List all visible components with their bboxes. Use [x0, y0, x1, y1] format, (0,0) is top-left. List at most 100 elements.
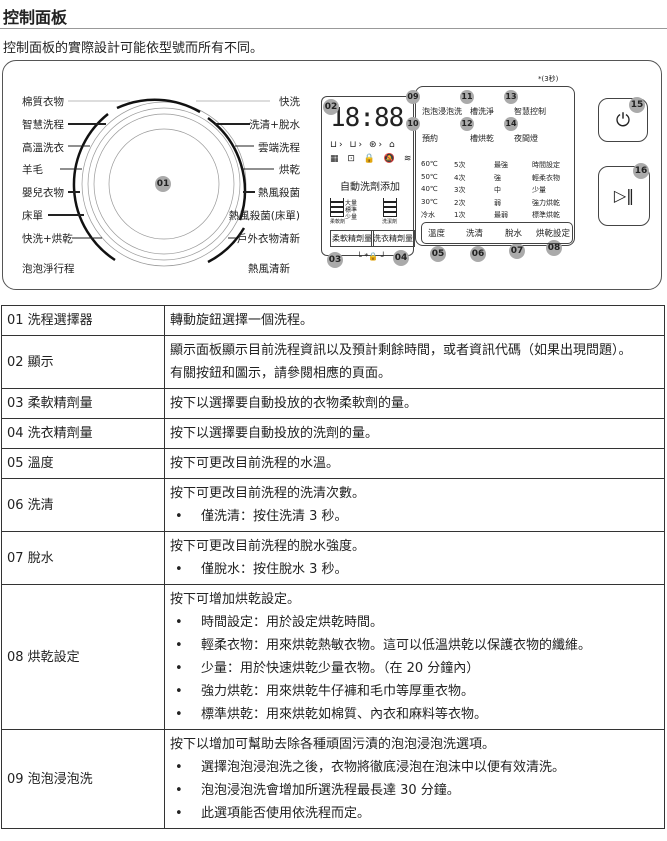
- dose-small: 少量: [345, 214, 358, 221]
- callout-14: 14: [504, 117, 518, 131]
- option-14[interactable]: 夜間燈: [514, 134, 538, 143]
- option-10[interactable]: 預約: [422, 134, 438, 143]
- table-row: 09 泡泡浸泡洗按下以增加可幫助去除各種頑固污漬的泡泡浸泡洗選項。選擇泡泡浸泡洗…: [1, 729, 665, 829]
- hold-note: *(3秒): [538, 75, 559, 83]
- power-icon: ⏻: [615, 110, 631, 131]
- setting-temps: 60℃: [421, 160, 438, 168]
- description-text: 按下可更改目前洗程的水溫。: [170, 456, 340, 471]
- table-row: 05 溫度 按下可更改目前洗程的水溫。: [1, 448, 665, 479]
- option-09[interactable]: 泡泡浸泡洗: [422, 107, 462, 116]
- dial-program-label[interactable]: 快洗: [279, 96, 300, 108]
- description-text: 按下可增加烘乾設定。: [170, 592, 301, 607]
- table-row: 04 洗衣精劑量 按下以選擇要自動投放的洗劑的量。: [1, 418, 665, 449]
- description-text: 按下以增加可幫助去除各種頑固污漬的泡泡浸泡洗選項。: [170, 737, 496, 752]
- setting-spins: 最強: [494, 161, 508, 169]
- button-烘乾設定[interactable]: 烘乾設定: [536, 229, 571, 239]
- button-溫度[interactable]: 溫度: [428, 229, 446, 239]
- setting-temps: 50℃: [421, 172, 438, 181]
- table-key: 05 溫度: [1, 448, 165, 479]
- callout-05: 05: [430, 246, 446, 262]
- option-13[interactable]: 智慧控制: [514, 107, 546, 116]
- setting-rinses: 4次: [454, 173, 466, 182]
- description-text: 按下可更改目前洗程的洗清次數。: [170, 486, 366, 501]
- callout-07: 07: [509, 243, 525, 259]
- callout-09: 09: [406, 90, 420, 104]
- dial-program-label[interactable]: 洗清+脫水: [249, 119, 300, 131]
- softener-dose-button[interactable]: 柔軟精劑量: [330, 230, 374, 247]
- callout-03: 03: [327, 252, 343, 268]
- setting-dry: 輕柔衣物: [532, 173, 560, 182]
- callout-06: 06: [470, 246, 486, 262]
- detergent-small-label: 洗潔劑: [382, 219, 398, 225]
- dial-program-label[interactable]: 戶外衣物清新: [237, 233, 300, 245]
- button-洗清[interactable]: 洗清: [466, 229, 484, 239]
- description-text: 有關按鈕和圖示，請參閱相應的頁面。: [170, 366, 392, 381]
- setting-spins: 中: [494, 186, 501, 194]
- dial-program-label[interactable]: 智慧洗程: [22, 119, 64, 131]
- bullet-item: 選擇泡泡浸泡洗之後，衣物將徹底浸泡在泡沫中以便有效清洗。: [170, 756, 659, 779]
- setting-temps: 冷水: [421, 211, 435, 219]
- softener-small-label: 柔軟劑: [330, 219, 346, 225]
- description-text: 顯示面板顯示目前洗程資訊以及預計剩餘時間，或者資訊代碼（如果出現問題）。: [170, 343, 632, 358]
- divider: [0, 28, 667, 29]
- setting-rinses: 3次: [454, 186, 466, 194]
- table-key: 01 洗程選擇器: [1, 305, 165, 336]
- dial-graphic: [48, 98, 274, 267]
- table-description: 按下以選擇要自動投放的衣物柔軟劑的量。: [164, 388, 665, 419]
- dial-program-label[interactable]: 熱風殺菌(床單): [228, 210, 300, 222]
- table-key: 03 柔軟精劑量: [1, 388, 165, 419]
- table-row: 08 烘乾設定按下可增加烘乾設定。時間設定：用於設定烘乾時間。輕柔衣物：用來烘乾…: [1, 584, 665, 730]
- dial-program-label[interactable]: 高溫洗衣: [22, 142, 64, 154]
- dial-program-label[interactable]: 雲端洗程: [258, 142, 300, 154]
- control-panel-diagram: [2, 60, 662, 290]
- table-key: 08 烘乾設定: [1, 584, 165, 730]
- status-icons: ⊔› ⊔› ⊛› ⌂: [330, 140, 397, 150]
- dose-large: 大量: [345, 200, 358, 207]
- dial-program-label[interactable]: 熱風殺菌: [258, 187, 300, 199]
- table-key: 09 泡泡浸泡洗: [1, 729, 165, 829]
- display-panel: [321, 96, 414, 256]
- table-description: 按下以增加可幫助去除各種頑固污漬的泡泡浸泡洗選項。選擇泡泡浸泡洗之後，衣物將徹底…: [164, 729, 665, 829]
- dial-program-label[interactable]: 快洗+烘乾: [22, 233, 73, 245]
- setting-spins: 最弱: [494, 211, 508, 219]
- dial-program-label[interactable]: 嬰兒衣物: [22, 187, 64, 199]
- bullet-item: 強力烘乾：用來烘乾牛仔褲和毛巾等厚重衣物。: [170, 680, 659, 703]
- option-11[interactable]: 槽洗淨: [470, 107, 494, 116]
- option-12[interactable]: 槽烘乾: [470, 134, 494, 143]
- dial-program-label[interactable]: 烘乾: [279, 164, 300, 176]
- options-panel: [415, 86, 575, 246]
- bullet-item: 泡泡浸泡洗會增加所選洗程最長達 30 分鐘。: [170, 779, 659, 802]
- callout-11: 11: [460, 90, 474, 104]
- bullet-item: 僅脫水：按住脫水 3 秒。: [170, 558, 659, 581]
- start-pause-button[interactable]: ▷‖: [598, 166, 650, 226]
- dial-program-label[interactable]: 棉質衣物: [22, 96, 64, 108]
- softener-level-icon: [330, 198, 344, 217]
- description-text: 按下以選擇要自動投放的衣物柔軟劑的量。: [170, 396, 418, 411]
- callout-02: 02: [323, 99, 339, 115]
- play-pause-icon: ▷‖: [613, 186, 635, 205]
- callout-12: 12: [460, 117, 474, 131]
- bubble-program-label: 泡泡淨行程: [22, 263, 75, 275]
- detergent-level-icon: [383, 198, 397, 217]
- bullet-item: 時間設定：用於設定烘乾時間。: [170, 611, 659, 634]
- function-icons: ▦ ⊡ 🔒 🔕 ≋: [330, 154, 415, 164]
- auto-detergent-label: 自動洗劑添加: [340, 182, 400, 193]
- dial-program-label[interactable]: 羊毛: [22, 164, 43, 176]
- table-row: 02 顯示 顯示面板顯示目前洗程資訊以及預計剩餘時間，或者資訊代碼（如果出現問題）…: [1, 335, 665, 389]
- dial-program-label[interactable]: 床單: [22, 210, 43, 222]
- callout-16: 16: [633, 163, 649, 179]
- button-脫水[interactable]: 脫水: [505, 229, 523, 239]
- child-lock-hint: └ *🔒 ┘: [357, 252, 386, 261]
- setting-spins: 弱: [494, 198, 501, 207]
- hot-air-refresh-label: 熱風清新: [248, 263, 290, 275]
- power-button[interactable]: ⏻: [598, 98, 648, 142]
- table-description: 顯示面板顯示目前洗程資訊以及預計剩餘時間，或者資訊代碼（如果出現問題）。 有關按鈕…: [164, 335, 665, 389]
- detergent-dose-button[interactable]: 洗衣精劑量: [371, 230, 415, 247]
- description-text: 按下以選擇要自動投放的洗劑的量。: [170, 426, 379, 441]
- description-text: 轉動旋鈕選擇一個洗程。: [170, 313, 314, 328]
- page-subtitle: 控制面板的實際設計可能依型號而所有不同。: [3, 41, 264, 56]
- display-digits: 18:88: [330, 103, 404, 133]
- table-description: 轉動旋鈕選擇一個洗程。: [164, 305, 665, 336]
- bullet-item: 少量：用於快速烘乾少量衣物。（在 20 分鐘內）: [170, 657, 659, 680]
